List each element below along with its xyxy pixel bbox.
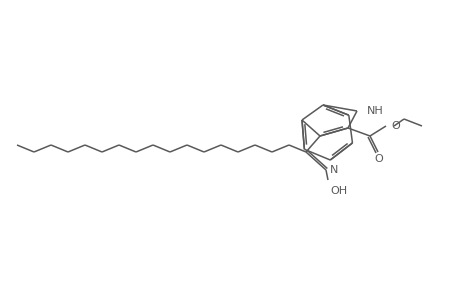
Text: O: O <box>390 121 399 131</box>
Text: OH: OH <box>329 186 347 196</box>
Text: NH: NH <box>366 106 383 116</box>
Text: N: N <box>329 165 338 175</box>
Text: O: O <box>374 154 382 164</box>
